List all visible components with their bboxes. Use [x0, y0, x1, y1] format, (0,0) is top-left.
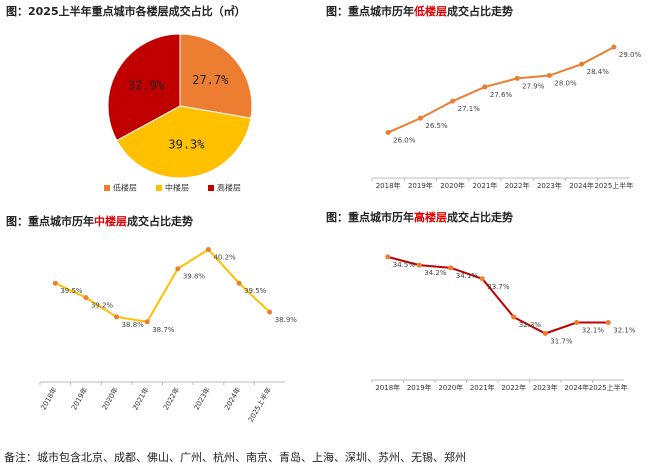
point [579, 61, 585, 67]
value-label: 26.5% [425, 122, 448, 130]
legend-label: 高楼层 [217, 183, 241, 193]
point [52, 280, 58, 286]
title-part: 中楼层 [94, 214, 127, 228]
point [514, 75, 520, 81]
value-label: 34.1% [456, 272, 479, 280]
x-tick-label: 2023年 [537, 181, 562, 190]
legend-swatch [104, 185, 110, 191]
point [482, 84, 488, 90]
point [385, 254, 391, 260]
x-tick-label: 2022年 [501, 383, 526, 392]
point [546, 73, 552, 79]
value-label: 38.9% [275, 316, 298, 324]
title-part: 图：2025上半年重点城市各楼层成交占比（㎡） [6, 4, 246, 18]
pie-slice [179, 33, 253, 119]
slice-label: 32.9% [128, 78, 165, 92]
x-tick-label: 2019年 [407, 383, 432, 392]
pie-slice [116, 105, 252, 179]
value-label: 27.9% [522, 82, 545, 90]
x-tick-label: 2025上半年 [589, 383, 628, 392]
chart-title: 图：2025上半年重点城市各楼层成交占比（㎡） [6, 4, 246, 18]
x-tick-label: 2020年 [440, 181, 465, 190]
line [387, 46, 615, 134]
line [54, 248, 271, 323]
x-tick-label: 2022年 [505, 181, 530, 190]
chart-title: 图：重点城市历年低楼层成交占比走势 [326, 4, 513, 18]
point [574, 320, 580, 326]
value-label: 38.7% [152, 326, 175, 334]
title-part: 成交占比走势 [447, 210, 513, 224]
value-label: 26.0% [393, 136, 416, 144]
title-part: 成交占比走势 [447, 4, 513, 18]
point [511, 314, 517, 320]
title-part: 低楼层 [413, 4, 447, 18]
point [114, 314, 120, 320]
value-label: 29.0% [619, 51, 642, 59]
value-label: 32.3% [519, 321, 542, 329]
legend-swatch [156, 185, 162, 191]
x-tick-label: 2021年 [472, 181, 497, 190]
x-tick-label: 2020年 [438, 383, 463, 392]
title-part: 图：重点城市历年 [326, 4, 414, 18]
legend-label: 中楼层 [165, 183, 189, 193]
title-part: 高楼层 [414, 210, 447, 224]
x-tick-label: 2019年 [408, 181, 433, 190]
value-label: 34.2% [424, 269, 447, 277]
chart-title: 图：重点城市历年高楼层成交占比走势 [326, 210, 513, 224]
slice-label: 39.3% [168, 138, 205, 152]
value-label: 39.5% [244, 287, 267, 295]
x-tick-label: 2018年 [375, 383, 400, 392]
line [387, 255, 609, 335]
value-label: 33.7% [487, 283, 510, 291]
legend-label: 低楼层 [113, 183, 137, 193]
title-part: 图：重点城市历年 [326, 210, 414, 224]
value-label: 38.8% [122, 321, 145, 329]
point [83, 295, 89, 301]
value-label: 39.5% [60, 287, 83, 295]
value-label: 28.0% [554, 80, 577, 88]
x-tick-label: 2025上半年 [594, 181, 633, 190]
point [417, 115, 423, 121]
x-tick-label: 2021年 [470, 383, 495, 392]
value-label: 34.5% [393, 261, 416, 269]
value-label: 40.2% [213, 253, 236, 261]
value-label: 32.1% [613, 327, 636, 335]
x-tick-label: 2023年 [533, 383, 558, 392]
point [205, 246, 211, 252]
point [450, 98, 456, 104]
value-label: 28.4% [587, 68, 610, 76]
note: 备注：城市包含北京、成都、佛山、广州、杭州、南京、青岛、上海、深圳、苏州、无锡、… [4, 450, 466, 464]
x-tick-label: 2024年 [564, 383, 589, 392]
point [605, 320, 611, 326]
value-label: 32.1% [582, 327, 605, 335]
value-label: 31.7% [550, 337, 573, 345]
point [479, 276, 485, 282]
point [542, 330, 548, 336]
point [236, 280, 242, 286]
value-label: 39.8% [183, 273, 206, 281]
point [416, 262, 422, 268]
point [267, 309, 273, 315]
legend-swatch [208, 185, 214, 191]
value-label: 27.6% [490, 91, 513, 99]
slice-label: 27.7% [192, 73, 229, 87]
title-part: 成交占比走势 [127, 214, 193, 228]
title-part: 图：重点城市历年 [6, 214, 94, 228]
value-label: 27.1% [458, 105, 481, 113]
point [385, 129, 391, 135]
point [175, 266, 181, 272]
point [144, 319, 150, 325]
x-tick-label: 2018年 [376, 181, 401, 190]
x-tick-label: 2024年 [569, 181, 594, 190]
value-label: 39.2% [91, 302, 114, 310]
point [448, 265, 454, 271]
chart-title: 图：重点城市历年中楼层成交占比走势 [6, 214, 193, 228]
pie-slice [107, 33, 181, 142]
point [611, 44, 617, 50]
